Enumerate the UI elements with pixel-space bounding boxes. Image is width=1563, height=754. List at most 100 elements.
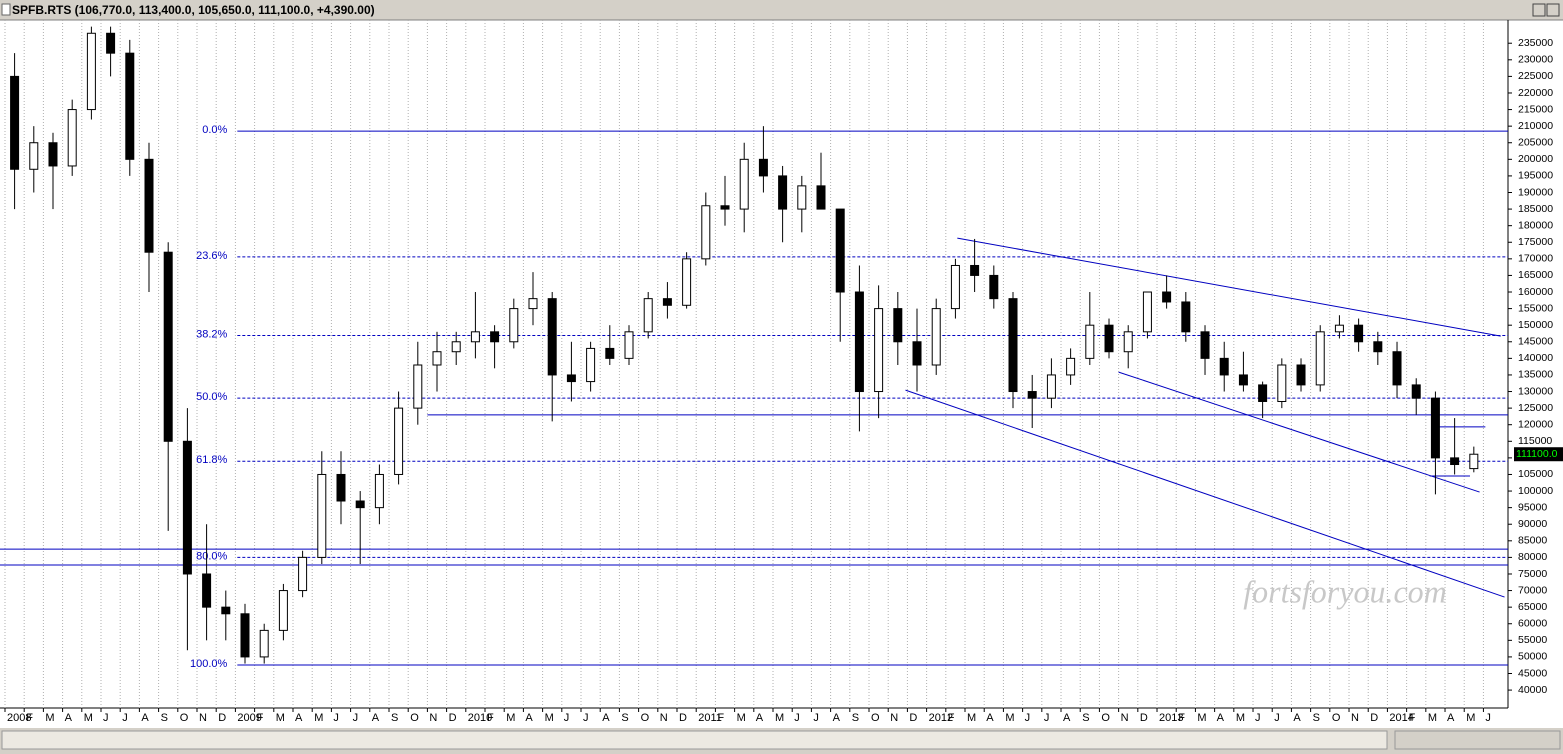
x-tick-label: O — [1332, 712, 1341, 724]
candle-body — [298, 556, 308, 592]
y-tick-label: 130000 — [1518, 385, 1553, 397]
candle-body — [1200, 331, 1210, 359]
x-tick-label: M — [737, 712, 746, 724]
x-tick-label: O — [410, 712, 419, 724]
title-bar — [0, 0, 1563, 20]
candle-body — [1123, 331, 1133, 353]
y-tick-label: 225000 — [1518, 70, 1553, 82]
fib-label: 61.8% — [196, 454, 227, 466]
candle-body — [1277, 364, 1287, 402]
candle-body — [451, 341, 461, 353]
y-tick-label: 125000 — [1518, 402, 1553, 414]
candle-body — [202, 573, 212, 608]
candle-body — [643, 298, 653, 333]
restore-button[interactable] — [1532, 3, 1546, 17]
candle-body — [1238, 374, 1248, 386]
x-tick-label: J — [583, 712, 589, 724]
chart-title: SPFB.RTS (106,770.0, 113,400.0, 105,650.… — [12, 3, 375, 17]
y-tick-label: 95000 — [1518, 501, 1547, 513]
y-tick-label: 50000 — [1518, 651, 1547, 663]
candle-body — [1027, 391, 1037, 399]
x-tick-label: M — [84, 712, 93, 724]
x-tick-label: S — [1313, 712, 1320, 724]
y-tick-label: 60000 — [1518, 618, 1547, 630]
candle-body — [1450, 457, 1460, 466]
x-tick-label: 2008 — [7, 712, 31, 724]
scrollbar[interactable] — [1, 730, 1388, 750]
fib-label: 100.0% — [190, 658, 228, 670]
y-tick-label: 165000 — [1518, 269, 1553, 281]
x-tick-label: M — [276, 712, 285, 724]
x-tick-label: M — [967, 712, 976, 724]
x-tick-label: M — [1005, 712, 1014, 724]
x-tick-label: O — [641, 712, 650, 724]
x-tick-label: O — [1101, 712, 1110, 724]
candle-body — [1142, 291, 1152, 333]
y-tick-label: 160000 — [1518, 286, 1553, 298]
candle-body — [931, 308, 941, 366]
candle-body — [413, 364, 423, 409]
x-tick-label: J — [813, 712, 819, 724]
candle-body — [336, 473, 346, 502]
fib-label: 38.2% — [196, 328, 227, 340]
last-price-label: 111100.0 — [1516, 448, 1558, 460]
candle-body — [528, 298, 538, 310]
y-tick-label: 155000 — [1518, 302, 1553, 314]
x-tick-label: N — [429, 712, 437, 724]
candle-body — [106, 32, 116, 54]
y-tick-label: 220000 — [1518, 87, 1553, 99]
candle-body — [874, 308, 884, 393]
x-tick-label: 2014 — [1389, 712, 1413, 724]
y-tick-label: 85000 — [1518, 535, 1547, 547]
x-tick-label: M — [775, 712, 784, 724]
candle-body — [624, 331, 634, 359]
candle-body — [1354, 324, 1364, 343]
y-tick-label: 40000 — [1518, 684, 1547, 696]
x-tick-label: S — [161, 712, 168, 724]
candle-body — [950, 264, 960, 310]
y-tick-label: 190000 — [1518, 186, 1553, 198]
candle-body — [816, 185, 826, 210]
x-tick-label: A — [525, 712, 533, 724]
x-tick-label: N — [199, 712, 207, 724]
x-tick-label: M — [1428, 712, 1437, 724]
candle-body — [67, 109, 77, 167]
candle-body — [720, 205, 730, 210]
candle-body — [1162, 291, 1172, 303]
candle-body — [1469, 453, 1479, 470]
candle-body — [509, 308, 519, 343]
candle-body — [1104, 324, 1114, 353]
candle-body — [1085, 324, 1095, 359]
watermark: fortsforyou.com — [1243, 573, 1447, 609]
x-tick-label: F — [948, 712, 955, 724]
x-tick-label: A — [65, 712, 73, 724]
x-tick-label: A — [602, 712, 610, 724]
nav-buttons[interactable] — [1394, 730, 1561, 750]
x-tick-label: F — [257, 712, 264, 724]
candle-body — [1411, 384, 1421, 399]
close-button[interactable] — [1546, 3, 1560, 17]
x-tick-label: J — [794, 712, 800, 724]
y-tick-label: 120000 — [1518, 418, 1553, 430]
candle-body — [662, 298, 672, 306]
x-tick-label: O — [871, 712, 880, 724]
trend-line — [905, 389, 1505, 598]
candle-body — [1046, 374, 1056, 399]
candle-body — [278, 590, 288, 631]
y-tick-label: 175000 — [1518, 236, 1553, 248]
y-tick-label: 105000 — [1518, 468, 1553, 480]
title-icon — [1, 3, 11, 16]
candle-body — [490, 331, 500, 343]
x-tick-label: F — [487, 712, 494, 724]
y-tick-label: 215000 — [1518, 103, 1553, 115]
y-tick-label: 115000 — [1518, 435, 1552, 447]
x-tick-label: A — [756, 712, 764, 724]
fib-label: 0.0% — [202, 124, 227, 136]
x-tick-label: 2013 — [1159, 712, 1183, 724]
x-tick-label: J — [353, 712, 359, 724]
candle-body — [240, 613, 250, 658]
candle-body — [259, 629, 269, 658]
candle-body — [144, 158, 154, 253]
y-tick-label: 80000 — [1518, 551, 1547, 563]
